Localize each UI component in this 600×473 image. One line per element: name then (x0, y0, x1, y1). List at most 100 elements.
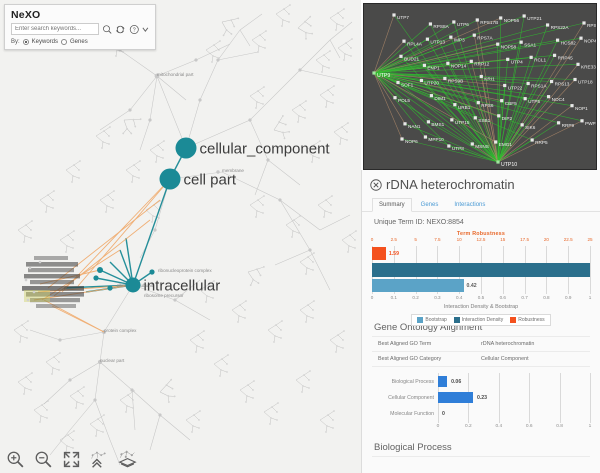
biological-process-title: Biological Process (374, 442, 452, 453)
gene-node[interactable] (450, 118, 454, 122)
row-value: Cellular Component (481, 356, 529, 362)
gene-node[interactable] (399, 54, 403, 58)
gene-node[interactable] (403, 122, 407, 126)
gene-node[interactable] (469, 59, 473, 63)
gene-node[interactable] (453, 103, 457, 107)
network-toolbar[interactable] (6, 450, 137, 469)
gene-node[interactable] (582, 21, 586, 25)
tab-summary[interactable]: Summary (372, 198, 412, 212)
gene-node[interactable] (396, 80, 400, 85)
tab-interactions[interactable]: Interactions (454, 202, 486, 208)
gene-node[interactable] (497, 114, 501, 118)
gene-node[interactable] (452, 20, 456, 24)
layers-icon[interactable] (118, 450, 137, 469)
gene-node-label: UTP18 (578, 80, 593, 85)
gene-node[interactable] (573, 77, 577, 82)
gene-node-label: UTP22 (508, 86, 523, 91)
gene-node-label: CBF5 (505, 101, 517, 106)
gene-node[interactable] (392, 13, 396, 17)
gene-node[interactable] (400, 137, 404, 141)
gene-node[interactable] (393, 96, 397, 100)
refresh-icon[interactable] (115, 24, 126, 35)
highlighted-node[interactable] (125, 277, 141, 293)
tab-genes[interactable]: Genes (420, 202, 439, 208)
gene-edge (448, 145, 499, 163)
gene-node[interactable] (494, 140, 498, 144)
zoom-out-icon[interactable] (34, 450, 53, 469)
term-detail-panel[interactable]: rDNA heterochromatin Summary Genes Inter… (361, 170, 600, 473)
gene-node[interactable] (552, 53, 557, 57)
gene-node[interactable] (556, 121, 561, 125)
gene-node[interactable] (423, 135, 428, 139)
fit-to-screen-icon[interactable] (62, 450, 81, 469)
gene-node[interactable] (520, 123, 524, 127)
gene-node[interactable] (419, 78, 424, 83)
collapse-icon[interactable] (90, 450, 109, 469)
gene-node[interactable] (530, 138, 534, 142)
gene-node[interactable] (503, 83, 507, 88)
gene-node[interactable] (473, 116, 477, 120)
radio-genes[interactable] (61, 39, 68, 45)
gene-node[interactable] (496, 160, 500, 164)
gene-node[interactable] (529, 55, 533, 59)
gene-node[interactable] (579, 36, 583, 40)
gene-edge (373, 40, 405, 74)
gene-node[interactable] (526, 81, 530, 86)
gene-interaction-network[interactable]: UTP9 UTP7 RPS8A UTP6 RPS17B NOP56 UTP21 RPS22A R… (363, 3, 597, 170)
gene-node[interactable] (446, 61, 450, 65)
gene-node[interactable] (476, 101, 480, 105)
chevron-down-icon[interactable] (142, 25, 149, 34)
axis-tick-label: 20 (543, 237, 549, 242)
gene-node-label: NOP6 (405, 139, 418, 144)
gene-node[interactable] (449, 35, 453, 39)
gene-node[interactable] (499, 16, 503, 20)
highlighted-node[interactable] (159, 168, 181, 190)
gene-node[interactable] (519, 40, 523, 44)
gene-node[interactable] (576, 62, 580, 66)
radio-keywords[interactable] (22, 39, 29, 45)
search-input[interactable] (11, 23, 99, 35)
gene-node[interactable] (475, 18, 479, 22)
gene-network-nodes[interactable]: UTP9 UTP7 RPS8A UTP6 RPS17B NOP56 UTP21 RPS22A R… (372, 13, 597, 168)
gene-node[interactable] (402, 39, 406, 43)
gene-node[interactable] (428, 22, 433, 26)
gene-node[interactable] (470, 142, 474, 146)
gene-node-label: DIM1 (434, 96, 446, 101)
gene-node[interactable] (472, 33, 476, 37)
highlighted-node[interactable] (175, 137, 197, 159)
gene-node[interactable] (522, 14, 526, 18)
gene-edge (472, 143, 499, 163)
gene-node[interactable] (429, 94, 434, 98)
gene-node[interactable] (479, 74, 483, 79)
gene-node[interactable] (546, 95, 551, 99)
gene-node[interactable] (425, 37, 430, 41)
ontology-tree-graph[interactable]: mitochondrial part membrane protein comple… (0, 0, 361, 473)
gene-node[interactable] (443, 76, 447, 81)
gene-node[interactable] (570, 104, 574, 108)
gene-node[interactable] (372, 71, 376, 75)
gene-node[interactable] (426, 120, 431, 124)
search-panel[interactable]: NeXO ? (4, 4, 156, 50)
zoom-in-icon[interactable] (6, 450, 25, 469)
bar-value-label: 0.06 (451, 378, 462, 385)
network-canvas[interactable]: mitochondrial part membrane protein comple… (0, 0, 361, 473)
axis-tick-label: 12.5 (476, 237, 486, 242)
bar-value-label: 1.59 (388, 250, 399, 257)
gene-node[interactable] (523, 97, 527, 101)
gene-node[interactable] (545, 23, 550, 27)
close-circle-icon[interactable] (370, 178, 382, 191)
gene-node[interactable] (422, 63, 427, 67)
help-icon[interactable]: ? (129, 24, 140, 35)
gene-node[interactable] (549, 79, 554, 84)
gene-network-graph[interactable]: UTP9 UTP7 RPS8A UTP6 RPS17B NOP56 UTP21 RPS22A R… (364, 4, 597, 170)
gene-node[interactable] (500, 99, 504, 103)
gene-node[interactable] (496, 42, 500, 46)
gene-node[interactable] (580, 119, 584, 123)
gene-node-label: NOP4 (584, 38, 597, 43)
gene-node[interactable] (506, 57, 510, 61)
search-icon[interactable] (102, 24, 113, 35)
detail-panel-tabs[interactable]: Summary Genes Interactions (362, 194, 600, 212)
gene-node[interactable] (447, 144, 451, 148)
gene-node[interactable] (555, 38, 560, 42)
